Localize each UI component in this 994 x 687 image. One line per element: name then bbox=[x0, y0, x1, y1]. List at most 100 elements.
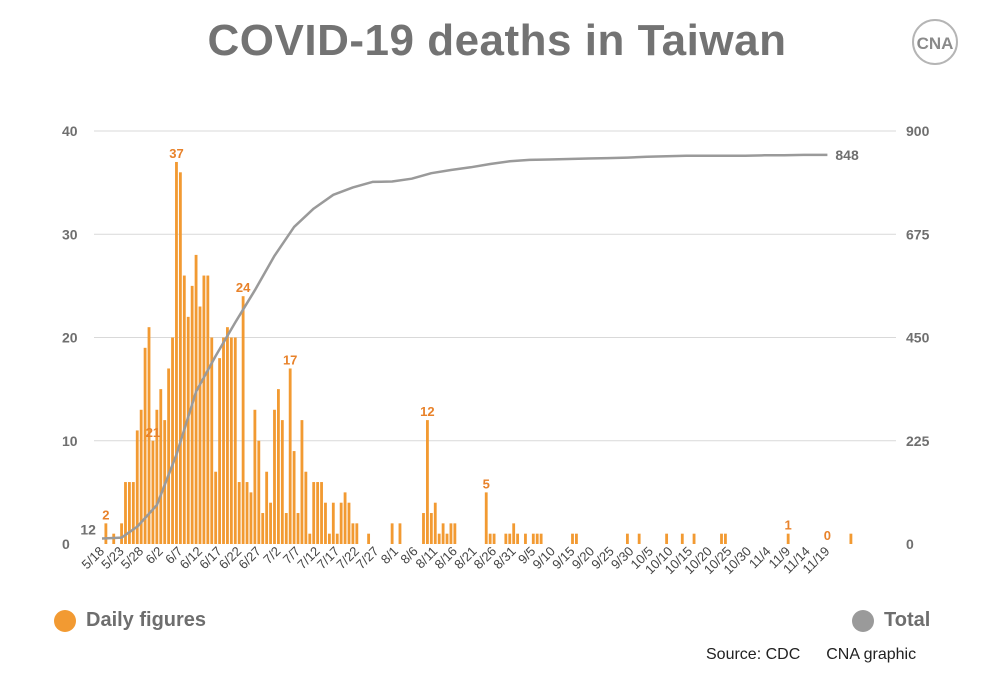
daily-bar bbox=[269, 502, 272, 544]
annotation-label: 12 bbox=[80, 521, 96, 537]
daily-bar bbox=[786, 533, 790, 544]
daily-bar bbox=[284, 513, 288, 544]
daily-bar bbox=[516, 533, 520, 544]
daily-bar bbox=[692, 533, 696, 544]
daily-bar bbox=[390, 523, 394, 544]
daily-bar bbox=[449, 523, 453, 544]
daily-bar bbox=[104, 523, 108, 544]
daily-bar bbox=[198, 306, 202, 544]
daily-bar bbox=[127, 482, 131, 544]
daily-bar bbox=[131, 482, 135, 544]
daily-bar bbox=[218, 358, 222, 544]
y-left-tick-label: 30 bbox=[62, 226, 78, 242]
daily-bar bbox=[135, 430, 139, 544]
y-right-tick-label: 675 bbox=[906, 226, 930, 242]
daily-bar bbox=[437, 533, 441, 544]
daily-bar bbox=[524, 533, 527, 544]
legend-daily-label: Daily figures bbox=[86, 609, 207, 631]
daily-bar bbox=[159, 389, 163, 544]
annotation-label: 12 bbox=[420, 404, 434, 419]
daily-bar bbox=[210, 337, 214, 544]
daily-bar bbox=[316, 482, 320, 544]
credit-text: CNA graphic bbox=[826, 646, 917, 663]
daily-bar bbox=[288, 368, 292, 544]
daily-bar bbox=[445, 533, 449, 544]
daily-bar bbox=[273, 409, 276, 544]
daily-bar bbox=[300, 420, 304, 544]
daily-bar bbox=[637, 533, 641, 544]
daily-bar bbox=[265, 471, 269, 544]
y-left-tick-label: 10 bbox=[62, 433, 78, 449]
daily-bar bbox=[324, 502, 327, 544]
x-tick-label: 6/27 bbox=[235, 544, 264, 573]
annotation-label: 0 bbox=[824, 528, 831, 543]
y-right-tick-label: 900 bbox=[906, 123, 930, 139]
daily-bar bbox=[147, 327, 151, 544]
daily-bar bbox=[441, 523, 445, 544]
daily-bar bbox=[277, 389, 280, 544]
daily-bar bbox=[124, 482, 127, 544]
legend-total-label: Total bbox=[884, 609, 931, 631]
annotation-label: 5 bbox=[483, 476, 490, 491]
daily-bar bbox=[237, 482, 241, 544]
daily-bar bbox=[492, 533, 496, 544]
daily-bar bbox=[422, 513, 425, 544]
daily-bar bbox=[249, 492, 253, 544]
daily-bar bbox=[222, 337, 225, 544]
daily-bar bbox=[139, 409, 143, 544]
daily-bar bbox=[280, 420, 284, 544]
daily-bar bbox=[484, 492, 488, 544]
y-left-tick-label: 20 bbox=[62, 330, 78, 346]
daily-bar bbox=[724, 533, 727, 544]
daily-bar bbox=[120, 523, 123, 544]
daily-bar bbox=[508, 533, 512, 544]
daily-bar bbox=[296, 513, 300, 544]
daily-bar bbox=[335, 533, 339, 544]
daily-bar bbox=[167, 368, 171, 544]
daily-bar bbox=[229, 337, 233, 544]
daily-bar bbox=[398, 523, 402, 544]
daily-bar bbox=[320, 482, 323, 544]
daily-bar bbox=[143, 347, 147, 544]
daily-bar bbox=[171, 337, 174, 544]
daily-bar bbox=[488, 533, 492, 544]
daily-bar bbox=[625, 533, 629, 544]
daily-bar bbox=[182, 275, 186, 544]
daily-bar bbox=[347, 502, 351, 544]
daily-bar bbox=[331, 502, 335, 544]
daily-bar bbox=[194, 254, 198, 544]
x-tick-label: 5/28 bbox=[118, 544, 147, 573]
daily-bar bbox=[429, 513, 433, 544]
daily-bar bbox=[257, 440, 261, 544]
daily-bar bbox=[178, 172, 182, 545]
daily-bar bbox=[151, 440, 155, 544]
annotation-label: 21 bbox=[146, 425, 160, 440]
daily-bar bbox=[453, 523, 457, 544]
source-text: Source: CDC bbox=[706, 646, 801, 663]
x-tick-label: 8/31 bbox=[490, 544, 519, 573]
annotation-label: 848 bbox=[835, 147, 859, 163]
daily-bar bbox=[343, 492, 347, 544]
daily-bar bbox=[571, 533, 574, 544]
daily-bar bbox=[504, 533, 508, 544]
daily-bar bbox=[535, 533, 539, 544]
daily-bar bbox=[433, 502, 437, 544]
chart-title: COVID-19 deaths in Taiwan bbox=[207, 16, 787, 65]
daily-bar bbox=[233, 337, 237, 544]
daily-bar bbox=[206, 275, 210, 544]
x-tick-label: 7/27 bbox=[353, 544, 382, 573]
legend-daily: Daily figures bbox=[54, 609, 206, 632]
logo-text: CNA bbox=[917, 34, 954, 53]
source-line: Source: CDC CNA graphic bbox=[706, 646, 916, 664]
cna-logo: CNA bbox=[912, 19, 958, 65]
daily-bar bbox=[292, 451, 296, 544]
daily-bar bbox=[214, 471, 218, 544]
daily-bar bbox=[190, 285, 194, 544]
daily-bar bbox=[575, 533, 578, 544]
daily-bar bbox=[367, 533, 371, 544]
daily-bar bbox=[245, 482, 249, 544]
daily-bar bbox=[312, 482, 316, 544]
daily-bar bbox=[539, 533, 543, 544]
